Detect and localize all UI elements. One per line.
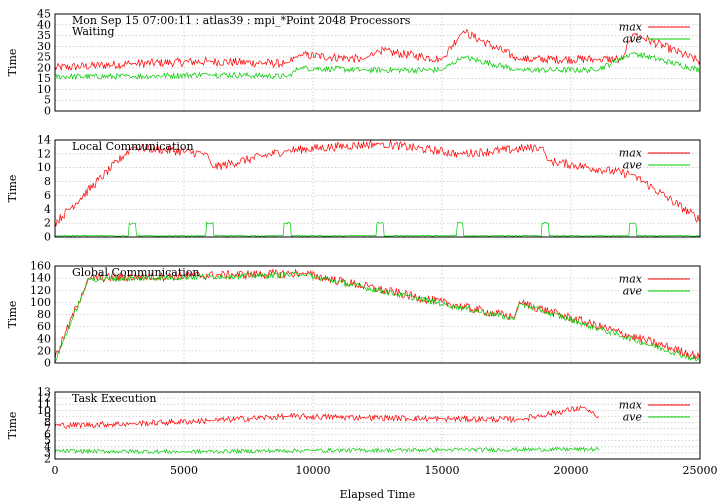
y-tick-label: 8 bbox=[44, 416, 51, 429]
x-tick-label: 25000 bbox=[683, 464, 718, 477]
y-tick-label: 20 bbox=[37, 344, 51, 357]
plot-frame bbox=[54, 13, 701, 112]
y-tick-label: 10 bbox=[37, 161, 51, 174]
y-tick-label: 120 bbox=[30, 284, 51, 297]
series-line-max bbox=[54, 405, 600, 430]
y-tick-label: 10 bbox=[37, 404, 51, 417]
series-line-max bbox=[54, 268, 701, 361]
y-tick-label: 7 bbox=[44, 422, 51, 435]
y-tick-label: 4 bbox=[44, 440, 51, 453]
y-tick-label: 4 bbox=[44, 203, 51, 216]
legend-label-max: max bbox=[619, 147, 643, 160]
y-tick-label: 40 bbox=[37, 18, 51, 31]
plot-frame bbox=[54, 265, 701, 364]
y-tick-label: 80 bbox=[37, 308, 51, 321]
y-tick-label: 6 bbox=[44, 428, 51, 441]
y-tick-label: 15 bbox=[37, 72, 51, 85]
panel-title: Task Execution bbox=[72, 392, 156, 405]
y-tick-label: 11 bbox=[37, 398, 51, 411]
legend-label-ave: ave bbox=[623, 411, 643, 424]
plot-frame bbox=[54, 139, 701, 238]
y-tick-label: 10 bbox=[37, 83, 51, 96]
y-tick-label: 40 bbox=[37, 332, 51, 345]
plot-frame bbox=[54, 391, 701, 460]
x-tick-label: 20000 bbox=[554, 464, 589, 477]
y-axis-label: Time bbox=[6, 175, 19, 203]
y-tick-label: 13 bbox=[37, 386, 51, 399]
y-tick-label: 30 bbox=[37, 40, 51, 53]
y-tick-label: 25 bbox=[37, 51, 51, 64]
y-axis-label: Time bbox=[6, 49, 19, 77]
y-tick-label: 140 bbox=[30, 272, 51, 285]
series-line-max bbox=[54, 28, 701, 71]
y-tick-label: 100 bbox=[30, 296, 51, 309]
y-axis-label: Time bbox=[6, 412, 19, 440]
y-tick-label: 14 bbox=[37, 134, 51, 147]
y-tick-label: 5 bbox=[44, 434, 51, 447]
y-tick-label: 45 bbox=[37, 8, 51, 21]
legend-label-ave: ave bbox=[623, 159, 643, 172]
y-tick-label: 2 bbox=[44, 217, 51, 230]
series-line-max bbox=[54, 139, 701, 227]
legend-label-ave: ave bbox=[623, 33, 643, 46]
y-tick-label: 6 bbox=[44, 189, 51, 202]
panel-title: Mon Sep 15 07:00:11 : atlas39 : mpi_*Poi… bbox=[72, 14, 411, 27]
y-tick-label: 5 bbox=[44, 94, 51, 107]
y-tick-label: 8 bbox=[44, 175, 51, 188]
x-tick-label: 10000 bbox=[296, 464, 331, 477]
legend-label-max: max bbox=[619, 273, 643, 286]
y-axis-label: Time bbox=[6, 301, 19, 329]
y-tick-label: 0 bbox=[44, 231, 51, 244]
x-axis-label: Elapsed Time bbox=[340, 488, 416, 501]
y-tick-label: 160 bbox=[30, 260, 51, 273]
y-tick-label: 60 bbox=[37, 320, 51, 333]
legend-label-max: max bbox=[619, 399, 643, 412]
x-tick-label: 5000 bbox=[170, 464, 198, 477]
legend-label-ave: ave bbox=[623, 285, 643, 298]
y-tick-label: 3 bbox=[44, 446, 51, 459]
legend-label-max: max bbox=[619, 21, 643, 34]
y-tick-label: 0 bbox=[44, 357, 51, 370]
series-line-ave bbox=[54, 271, 701, 364]
x-tick-label: 0 bbox=[52, 464, 59, 477]
panel-subtitle: Waiting bbox=[72, 25, 115, 38]
x-tick-label: 15000 bbox=[425, 464, 460, 477]
series-line-ave bbox=[54, 221, 701, 237]
y-tick-label: 35 bbox=[37, 29, 51, 42]
y-tick-label: 12 bbox=[37, 147, 51, 160]
panel-title: Global Communication bbox=[72, 266, 200, 279]
y-tick-label: 20 bbox=[37, 61, 51, 74]
panel-title: Local Communication bbox=[72, 140, 194, 153]
y-tick-label: 0 bbox=[44, 105, 51, 118]
y-tick-label: 2 bbox=[44, 453, 51, 466]
series-line-ave bbox=[55, 51, 701, 81]
series-line-ave bbox=[54, 446, 600, 455]
y-tick-label: 9 bbox=[44, 410, 51, 423]
y-tick-label: 12 bbox=[37, 392, 51, 405]
